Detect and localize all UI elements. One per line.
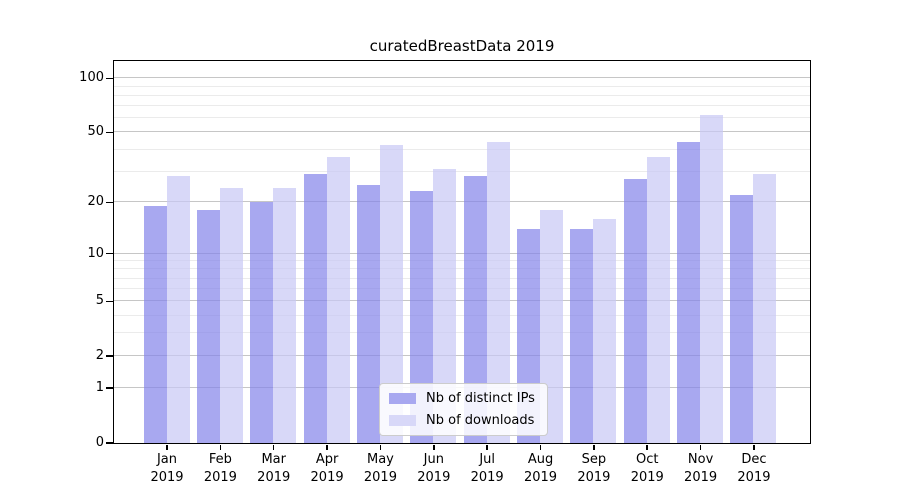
legend-item-downloads: Nb of downloads <box>389 413 535 428</box>
y-tick-label: 1 <box>95 380 104 396</box>
y-tick-label: 2 <box>95 348 104 364</box>
legend-swatch-downloads <box>389 414 416 426</box>
legend-swatch-distinct-ips <box>389 392 416 404</box>
bar-distinct-ips <box>410 191 434 443</box>
x-tick-label: Dec 2019 <box>737 452 771 485</box>
bar-downloads <box>593 218 617 443</box>
major-gridline <box>113 77 810 79</box>
x-tick <box>166 444 168 450</box>
minor-gridline <box>113 288 810 290</box>
x-tick-label: Jun 2019 <box>417 452 451 485</box>
legend-label-downloads: Nb of downloads <box>426 412 535 428</box>
x-tick-label: Aug 2019 <box>523 452 558 485</box>
bar-distinct-ips <box>303 173 327 443</box>
bar-distinct-ips <box>250 201 274 443</box>
major-gridline <box>113 300 810 302</box>
bar-distinct-ips <box>623 179 647 443</box>
y-tick <box>105 77 113 80</box>
x-tick-label: Nov 2019 <box>684 452 718 485</box>
minor-gridline <box>113 268 810 270</box>
bar-downloads <box>486 141 510 443</box>
bar-distinct-ips <box>356 185 380 443</box>
minor-gridline <box>113 260 810 262</box>
major-gridline <box>113 355 810 357</box>
minor-gridline <box>113 277 810 279</box>
x-tick <box>219 444 222 450</box>
x-tick <box>753 444 755 450</box>
y-tick-label: 5 <box>95 293 104 309</box>
minor-gridline <box>113 170 810 172</box>
y-tick-label: 20 <box>87 194 104 210</box>
bar-downloads <box>219 188 243 443</box>
minor-gridline <box>113 105 810 107</box>
x-tick <box>539 444 542 450</box>
legend-label-distinct-ips: Nb of distinct IPs <box>426 390 535 406</box>
chart-title: curatedBreastData 2019 <box>369 37 555 55</box>
legend-item-distinct-ips: Nb of distinct IPs <box>389 391 535 406</box>
bar-distinct-ips <box>143 205 167 443</box>
y-tick <box>105 387 113 389</box>
bar-downloads <box>273 188 297 443</box>
bar-distinct-ips <box>730 194 754 443</box>
x-tick-label: Oct 2019 <box>630 452 664 485</box>
y-tick <box>105 201 113 204</box>
bar-downloads <box>379 145 403 443</box>
x-tick-label: Sep 2019 <box>577 452 611 485</box>
y-tick-label: 10 <box>87 245 104 261</box>
minor-gridline <box>113 314 810 316</box>
x-tick <box>486 444 488 450</box>
plot-area: Nb of distinct IPs Nb of downloads <box>112 59 811 444</box>
y-tick <box>105 355 113 357</box>
major-gridline <box>113 131 810 133</box>
x-tick <box>433 444 435 450</box>
x-tick <box>379 444 382 450</box>
minor-gridline <box>113 85 810 87</box>
y-tick-label: 100 <box>79 70 104 86</box>
major-gridline <box>113 201 810 203</box>
minor-gridline <box>113 117 810 119</box>
bar-distinct-ips <box>196 209 220 443</box>
x-tick <box>272 444 275 450</box>
minor-gridline <box>113 94 810 96</box>
bar-downloads <box>700 115 724 443</box>
bar-downloads <box>326 157 350 443</box>
minor-gridline <box>113 148 810 150</box>
x-tick-label: Feb 2019 <box>203 452 237 485</box>
x-tick <box>646 444 648 450</box>
x-tick-label: Mar 2019 <box>257 452 291 485</box>
bar-distinct-ips <box>463 176 487 443</box>
bar-distinct-ips <box>570 228 594 443</box>
y-tick-label: 0 <box>95 435 104 450</box>
x-tick <box>699 444 702 450</box>
bar-downloads <box>433 168 457 443</box>
x-tick <box>593 444 595 450</box>
x-tick-label: Jan 2019 <box>150 452 184 485</box>
legend: Nb of distinct IPs Nb of downloads <box>379 382 548 436</box>
y-tick-label: 50 <box>87 124 104 140</box>
y-tick <box>105 252 113 255</box>
x-tick <box>326 444 328 450</box>
y-tick <box>105 442 113 444</box>
x-tick-label: Apr 2019 <box>310 452 344 485</box>
x-tick-label: Jul 2019 <box>470 452 504 485</box>
bar-downloads <box>646 157 670 443</box>
y-tick <box>105 300 113 303</box>
major-gridline <box>113 252 810 254</box>
bar-downloads <box>166 176 190 443</box>
x-tick-label: May 2019 <box>363 452 397 485</box>
y-tick <box>105 131 113 134</box>
bar-distinct-ips <box>677 141 701 443</box>
minor-gridline <box>113 332 810 334</box>
bar-downloads <box>753 173 777 443</box>
